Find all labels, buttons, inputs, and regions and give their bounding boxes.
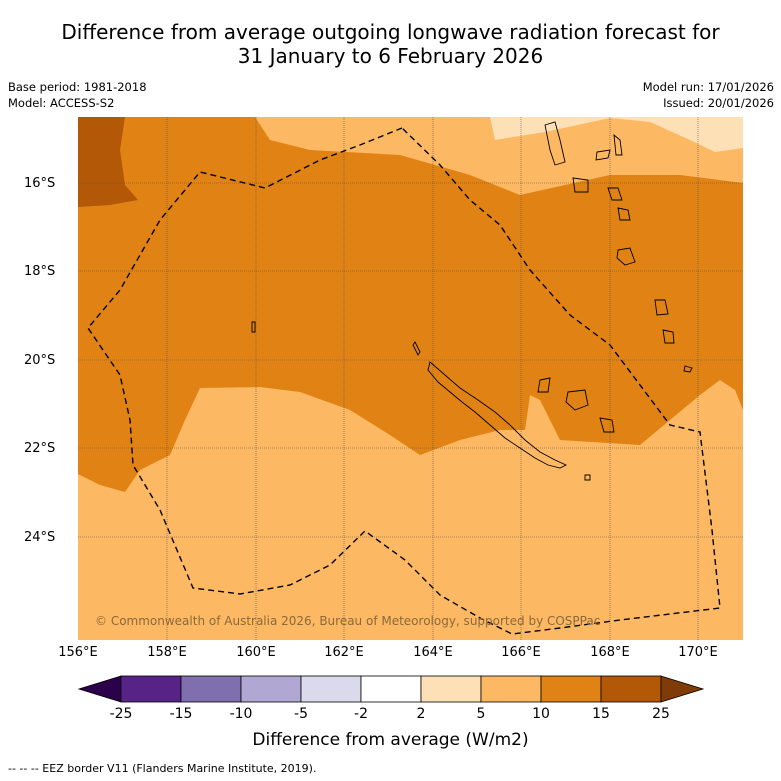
map-title-line2: 31 January to 6 February 2026 (237, 44, 544, 68)
colorbar-swatch-6 (480, 675, 542, 703)
colorbar-label: 15 (592, 706, 610, 722)
map-title-line1: Difference from average outgoing longwav… (61, 20, 720, 44)
anomaly-band-2-5 (490, 117, 743, 152)
colorbar-swatch-2 (240, 675, 302, 703)
lon-label-162e: 162°E (324, 645, 364, 660)
colorbar-under-arrow (77, 675, 122, 703)
colorbar-label: 10 (532, 706, 550, 722)
colorbar-label: -15 (169, 706, 193, 722)
erromango-coast (654, 299, 669, 316)
lon-label-158e: 158°E (147, 645, 187, 660)
eez-border (87, 127, 721, 635)
mare-coast (599, 417, 615, 433)
lon-label-168e: 168°E (590, 645, 630, 660)
tanna-coast (662, 329, 675, 344)
ambae-coast (595, 149, 611, 161)
aneityum-coast (683, 365, 693, 373)
colorbar-swatch-5 (420, 675, 482, 703)
ouvea-coast (537, 377, 551, 393)
eez-footnote: -- -- -- EEZ border V11 (Flanders Marine… (8, 762, 317, 775)
gridlines (78, 117, 743, 640)
colorbar-label: -10 (229, 706, 253, 722)
model-run: Model run: 17/01/2026 (642, 80, 774, 94)
new-caledonia-coast (427, 361, 568, 469)
colorbar-swatch-1 (180, 675, 242, 703)
colorbar-swatch-4 (360, 675, 422, 703)
lat-label-22s: 22°S (24, 441, 56, 456)
belep-islands-coast (412, 341, 421, 356)
colorbar-swatch-3 (300, 675, 362, 703)
model-name: Model: ACCESS-S2 (8, 96, 115, 110)
lon-label-164e: 164°E (413, 645, 453, 660)
ambrym-coast (607, 187, 623, 201)
colorbar-title: Difference from average (W/m2) (252, 730, 529, 750)
chesterfield-islands-coast (251, 321, 256, 333)
epi-coast (617, 207, 631, 221)
malekula-coast (572, 177, 589, 193)
colorbar-label: -25 (109, 706, 133, 722)
coastlines (251, 121, 693, 481)
efate-coast (616, 247, 636, 266)
colorbar-label: 2 (416, 706, 426, 722)
copyright-notice: © Commonwealth of Australia 2026, Bureau… (95, 614, 601, 628)
colorbar-label: -2 (354, 706, 368, 722)
colorbar-label: -5 (294, 706, 308, 722)
colorbar-swatch-7 (540, 675, 602, 703)
lifou-coast (565, 389, 589, 411)
anomaly-band-15-25 (78, 117, 138, 207)
base-period: Base period: 1981-2018 (8, 80, 147, 94)
lon-label-160e: 160°E (236, 645, 276, 660)
colorbar-label: 25 (652, 706, 670, 722)
anomaly-band-5-10-south (78, 380, 743, 640)
colorbar-swatch-0 (120, 675, 182, 703)
maewo-coast (613, 133, 623, 156)
espiritu-santo-coast (544, 121, 566, 166)
lon-label-170e: 170°E (678, 645, 718, 660)
lon-label-156e: 156°E (58, 645, 98, 660)
colorbar-swatch-8 (600, 675, 662, 703)
lat-label-16s: 16°S (24, 176, 56, 191)
colorbar-label: 5 (476, 706, 486, 722)
colorbar-swatches (77, 675, 705, 703)
issued-date: Issued: 20/01/2026 (663, 96, 774, 110)
lon-label-166e: 166°E (501, 645, 541, 660)
anomaly-field (78, 117, 743, 640)
lat-label-18s: 18°S (24, 264, 56, 279)
lat-label-24s: 24°S (24, 530, 56, 545)
lat-label-20s: 20°S (24, 353, 56, 368)
colorbar-over-arrow (660, 675, 705, 703)
anomaly-band-5-10-north (255, 117, 743, 195)
walpole-coast (584, 474, 591, 481)
